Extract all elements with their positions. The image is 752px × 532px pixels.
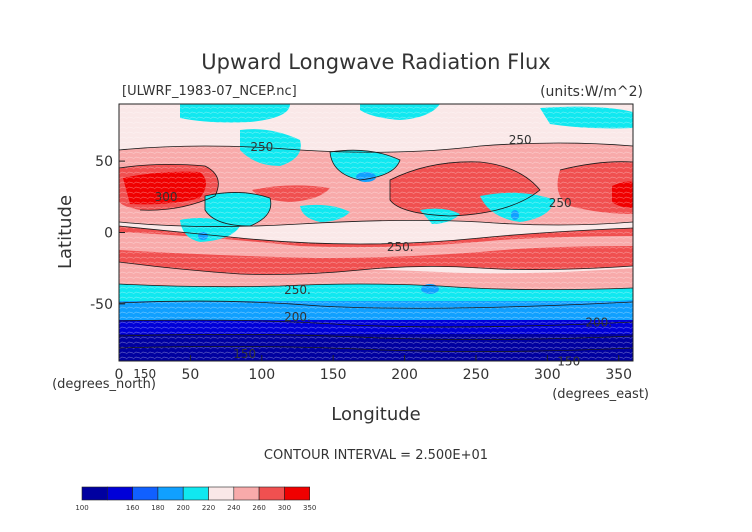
- x-tick-label: 350: [605, 367, 632, 383]
- contour-labels: 250 300 250 250 250. 250. 200. 200. 150 150 150: [133, 133, 612, 381]
- contour-label: 250.: [284, 283, 311, 297]
- colorbar-level-label: 160: [126, 504, 139, 512]
- colorbar-cell: [107, 486, 133, 501]
- contour-label: 200.: [585, 316, 612, 330]
- x-tick-labels: 0 50 100 150 200 250 300 350: [115, 355, 632, 383]
- x-tick-label: 150: [320, 367, 347, 383]
- colorbar-level-label: 220: [202, 504, 215, 512]
- y-axis-label: Latitude: [55, 195, 76, 269]
- chart-title: Upward Longwave Radiation Flux: [201, 50, 550, 74]
- x-tick-label: 0: [115, 367, 124, 383]
- x-tick-label: 100: [248, 367, 275, 383]
- contour-label: 250: [250, 140, 273, 154]
- y-tick-label: 0: [104, 226, 113, 242]
- plot-area: [119, 104, 633, 361]
- colorbar-level-label: 200: [177, 504, 190, 512]
- colorbar-cell: [284, 486, 310, 501]
- file-name-label: [ULWRF_1983-07_NCEP.nc]: [122, 84, 297, 99]
- contour-label: 250.: [387, 240, 414, 254]
- y-tick-labels: -50 0 50: [90, 154, 125, 313]
- x-tick-label: 250: [463, 367, 490, 383]
- colorbar-cell: [182, 486, 209, 501]
- colorbar-level-label: 100: [75, 504, 88, 512]
- colorbar-cell: [208, 486, 235, 501]
- y-tick-label: -50: [90, 297, 113, 313]
- colorbar-level-label: 260: [252, 504, 265, 512]
- contour-label: 150: [133, 367, 156, 381]
- y-tick-label: 50: [95, 154, 113, 170]
- colorbar-cell: [233, 486, 260, 501]
- colorbar-level-label: 180: [151, 504, 164, 512]
- y-unit-label: (degrees_north): [52, 377, 156, 392]
- colorbar-cell: [132, 486, 159, 501]
- x-tick-label: 200: [391, 367, 418, 383]
- contour-interval-text: CONTOUR INTERVAL = 2.500E+01: [264, 448, 488, 463]
- contour-label: 250: [509, 133, 532, 147]
- contour-label: 150: [233, 347, 256, 361]
- contour-label: 250: [549, 196, 572, 210]
- colorbar-cell: [157, 486, 184, 501]
- colorbar-cell: [81, 486, 108, 501]
- contour-label: 300: [155, 190, 178, 204]
- colorbar-cell: [258, 486, 285, 501]
- colorbar-level-label: 350: [303, 504, 316, 512]
- contour-label: 200.: [284, 310, 311, 324]
- x-axis-label: Longitude: [331, 404, 421, 425]
- colorbar-level-label: 300: [278, 504, 291, 512]
- colorbar-level-label: 240: [227, 504, 240, 512]
- x-tick-label: 50: [181, 367, 199, 383]
- units-label: (units:W/m^2): [540, 84, 643, 100]
- contour-lines: [119, 142, 633, 352]
- x-tick-label: 300: [534, 367, 561, 383]
- x-unit-label: (degrees_east): [552, 387, 649, 402]
- colorbar: 100 160 180 200 220 240 260 300 350: [75, 486, 316, 512]
